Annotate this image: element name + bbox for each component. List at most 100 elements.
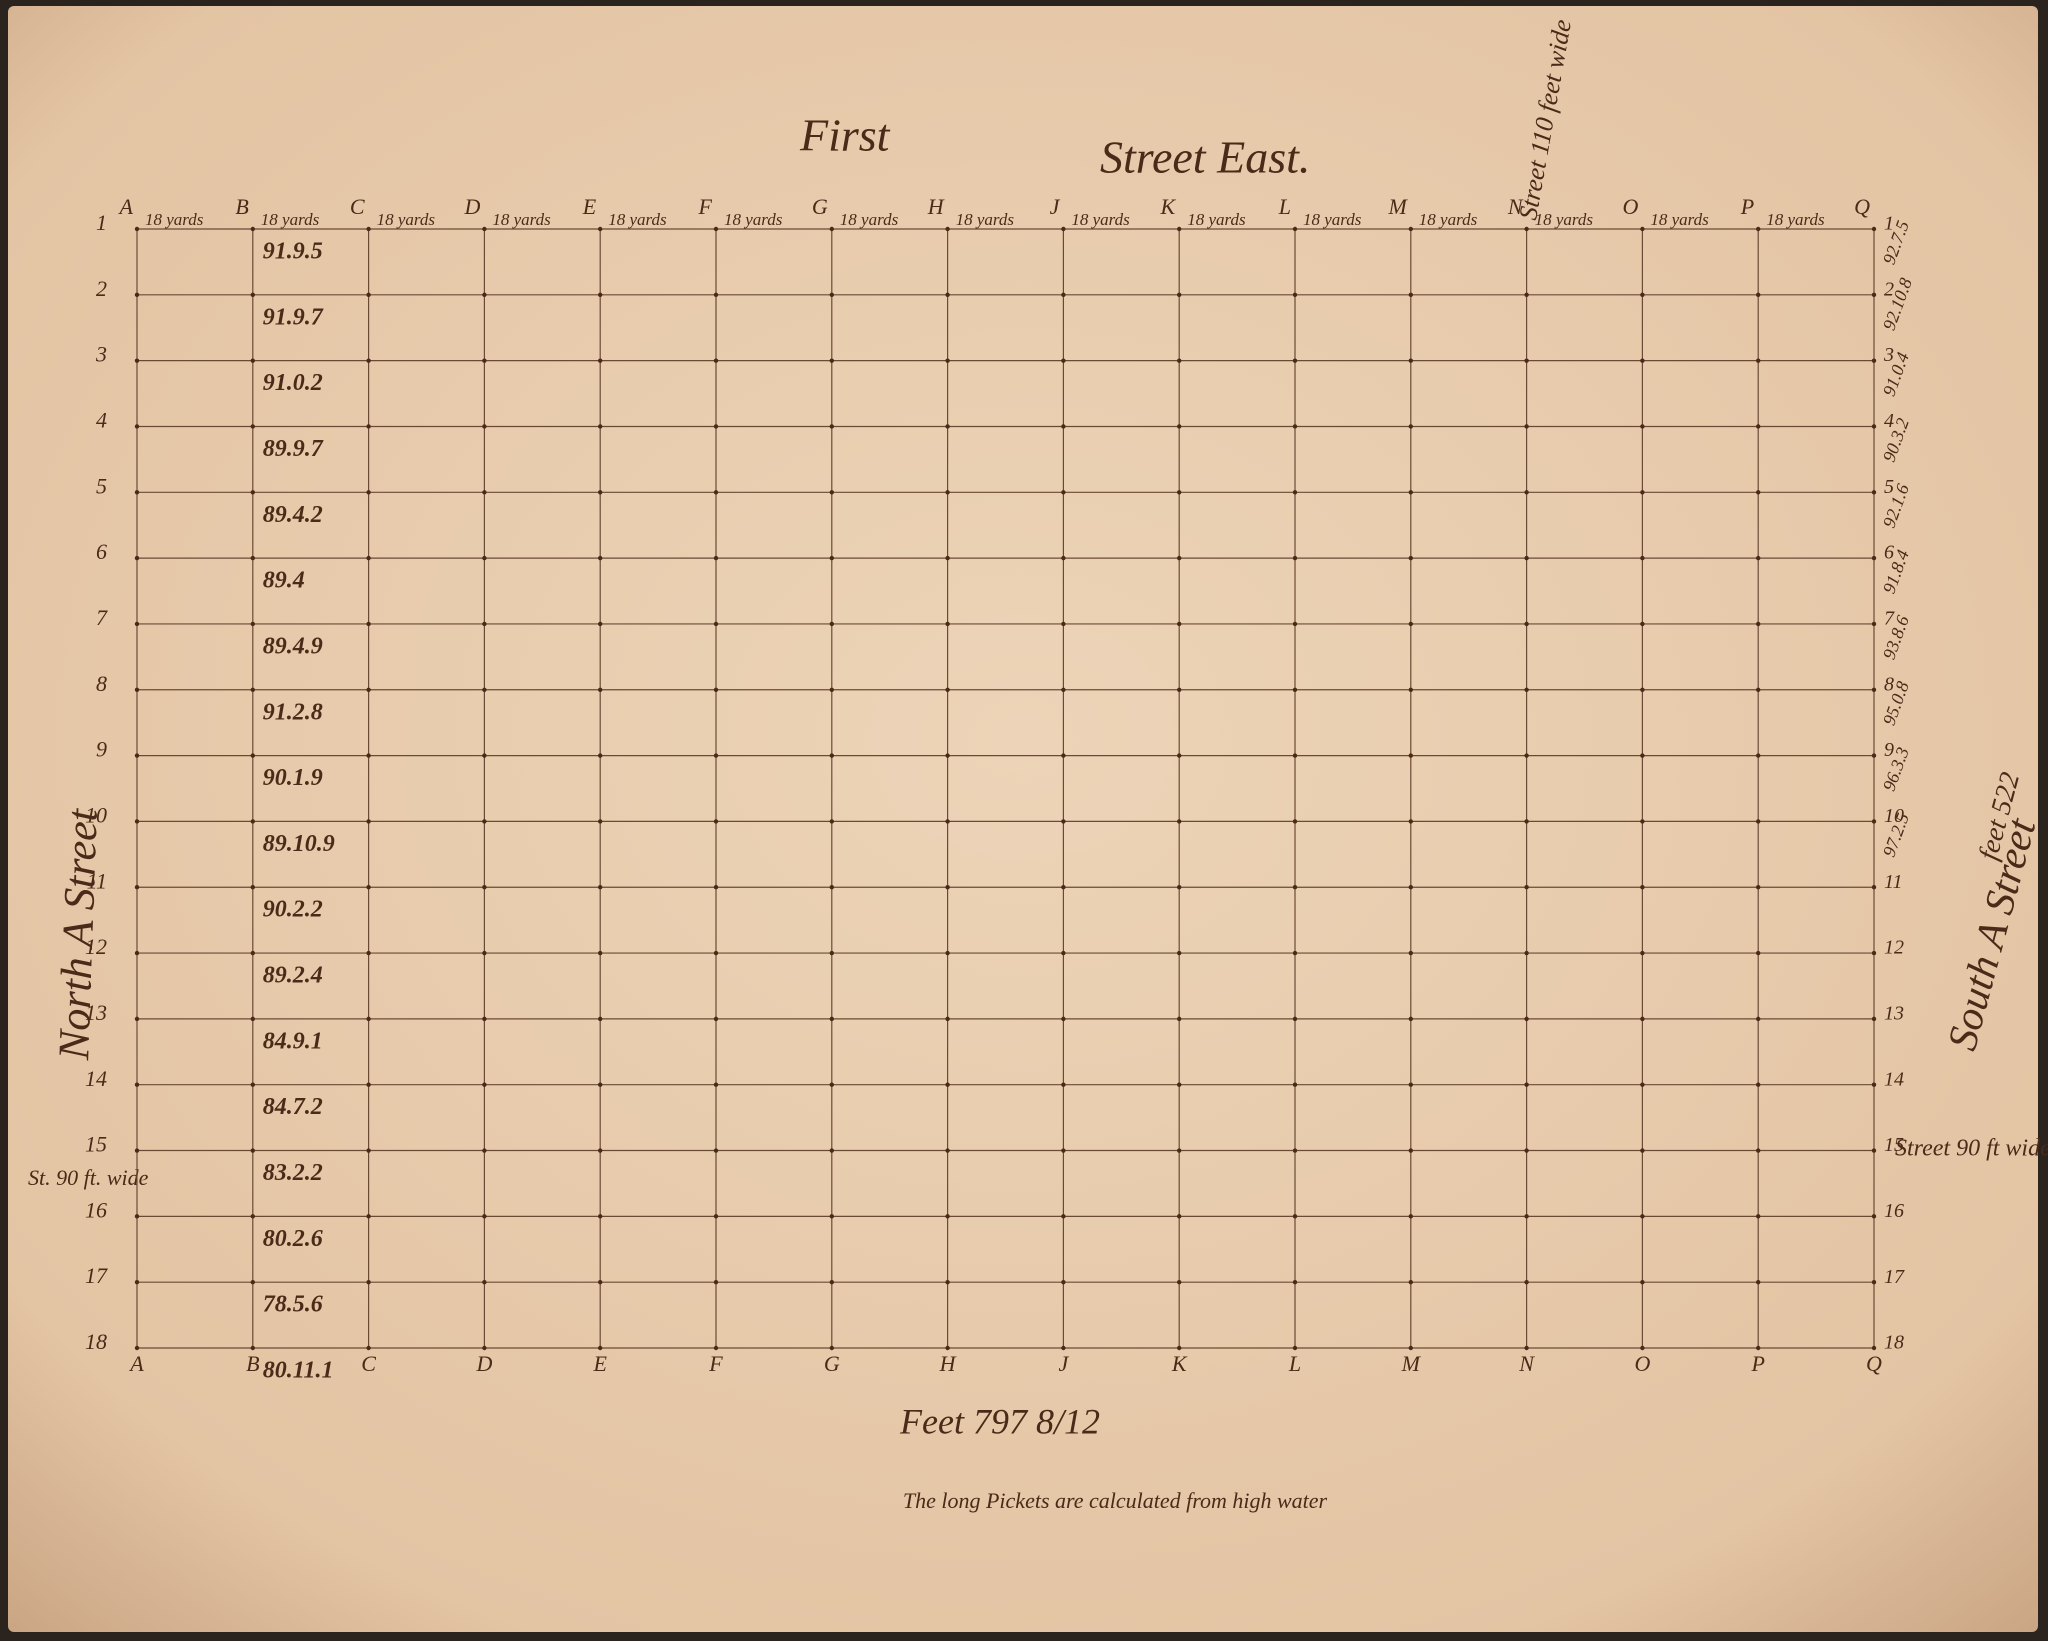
survey-point — [482, 226, 487, 232]
column-label: H — [939, 1351, 957, 1376]
survey-point — [1524, 1279, 1529, 1285]
elevation-reading: 91.9.5 — [263, 239, 323, 265]
column-label: E — [582, 194, 597, 219]
row-label: 3 — [1883, 344, 1894, 366]
column-label: G — [824, 1351, 840, 1376]
survey-point — [1524, 1082, 1529, 1087]
survey-point — [1756, 885, 1761, 890]
survey-point — [1061, 1214, 1066, 1219]
row-label: 15 — [85, 1132, 107, 1157]
survey-point — [1061, 687, 1066, 692]
row-label: 11 — [87, 868, 107, 893]
survey-point — [1640, 819, 1645, 824]
column-label: Q — [1866, 1351, 1882, 1376]
survey-point — [1640, 424, 1645, 429]
survey-point — [1871, 1016, 1877, 1022]
survey-point — [1061, 885, 1066, 890]
column-label: P — [1750, 1351, 1764, 1376]
survey-point — [713, 621, 719, 627]
survey-point — [1408, 687, 1414, 692]
survey-point — [134, 819, 140, 824]
survey-point — [366, 1082, 371, 1087]
survey-point — [1524, 358, 1529, 363]
survey-point — [945, 1082, 950, 1087]
survey-point — [598, 424, 603, 429]
survey-point — [1640, 1082, 1645, 1087]
elevation-reading: 80.11.1 — [263, 1358, 334, 1384]
survey-point — [1756, 490, 1761, 495]
survey-point — [1177, 555, 1182, 561]
survey-point — [829, 885, 834, 890]
column-spacing: 18 yards — [1419, 210, 1478, 229]
survey-point — [945, 1279, 950, 1285]
survey-point — [1408, 1279, 1414, 1285]
survey-point — [598, 490, 603, 495]
survey-point — [1871, 1214, 1877, 1219]
survey-point — [250, 819, 255, 824]
column-spacing: 18 yards — [377, 210, 436, 229]
survey-point — [134, 1214, 140, 1219]
survey-point — [713, 819, 719, 824]
survey-point — [1756, 1148, 1761, 1153]
column-label: K — [1171, 1351, 1188, 1376]
survey-point — [1061, 424, 1066, 429]
column-spacing: 18 yards — [1535, 210, 1594, 229]
survey-point — [1292, 950, 1298, 956]
survey-point — [482, 424, 487, 429]
survey-point — [1756, 358, 1761, 363]
survey-point — [598, 1214, 603, 1219]
survey-point — [1177, 1214, 1182, 1219]
survey-point — [134, 358, 140, 363]
survey-point — [482, 292, 487, 298]
survey-point — [1640, 490, 1645, 495]
survey-point — [1177, 885, 1182, 890]
survey-point — [134, 226, 140, 232]
survey-point — [1871, 292, 1877, 298]
row-label: 13 — [85, 1000, 107, 1025]
survey-point — [250, 1148, 255, 1153]
row-label: 5 — [1884, 476, 1894, 498]
survey-point — [1756, 687, 1761, 692]
survey-point — [598, 1279, 603, 1285]
column-label: F — [698, 194, 713, 219]
survey-point — [366, 226, 371, 232]
row-label: 3 — [95, 342, 107, 367]
survey-point — [482, 753, 487, 758]
survey-point — [366, 753, 371, 758]
survey-point — [829, 358, 834, 363]
column-label: B — [246, 1351, 259, 1376]
column-label: F — [708, 1351, 723, 1376]
survey-point — [366, 490, 371, 495]
survey-point — [713, 1279, 719, 1285]
survey-point — [1292, 753, 1298, 758]
survey-point — [713, 490, 719, 495]
row-label: 10 — [85, 802, 107, 827]
column-label: M — [1387, 194, 1408, 219]
row-label: 14 — [1884, 1068, 1904, 1090]
survey-point — [1292, 885, 1298, 890]
survey-point — [1524, 490, 1529, 495]
survey-point — [250, 226, 255, 232]
row-label: 16 — [85, 1197, 107, 1222]
survey-point — [945, 555, 950, 561]
column-label: C — [361, 1351, 376, 1376]
column-label: K — [1160, 194, 1177, 219]
row-label: 16 — [1884, 1200, 1904, 1222]
survey-point — [713, 950, 719, 956]
column-label: B — [235, 194, 248, 219]
survey-point — [1756, 819, 1761, 824]
survey-point — [134, 1082, 140, 1087]
survey-point — [1061, 1279, 1066, 1285]
survey-point — [1871, 555, 1877, 561]
elevation-reading: 89.4.2 — [263, 502, 323, 528]
survey-point — [250, 1279, 255, 1285]
survey-point — [1408, 621, 1414, 627]
row-label: 8 — [1884, 673, 1894, 695]
row-label: 5 — [96, 473, 107, 498]
survey-point — [1640, 621, 1645, 627]
row-label: 18 — [85, 1329, 107, 1354]
survey-point — [829, 819, 834, 824]
survey-point — [1524, 555, 1529, 561]
survey-point — [598, 885, 603, 890]
survey-point — [1061, 621, 1066, 627]
